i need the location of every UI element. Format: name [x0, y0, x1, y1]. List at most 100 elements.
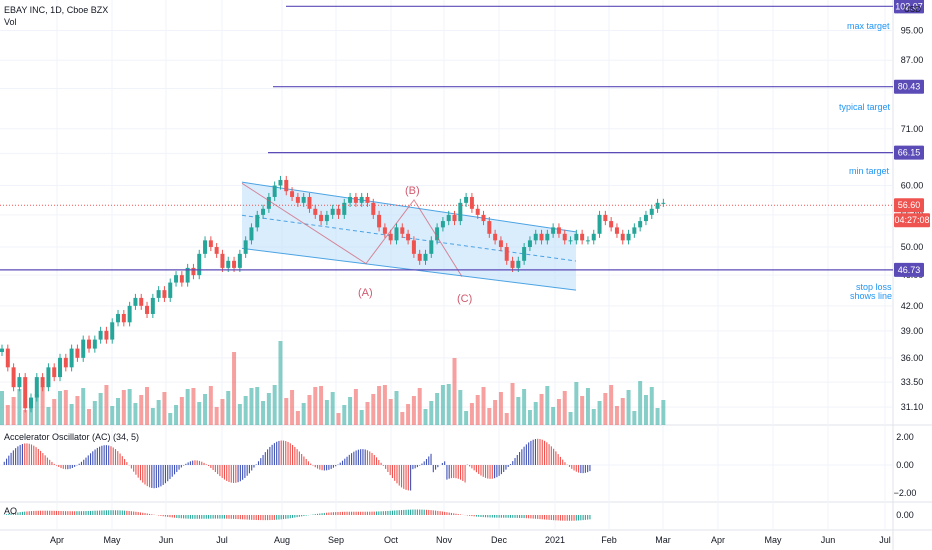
volume-bar	[510, 383, 515, 425]
candle-body	[168, 282, 173, 298]
candle-body	[272, 185, 277, 197]
candle-body	[232, 260, 237, 268]
candle-body	[284, 179, 289, 192]
volume-bar	[643, 395, 648, 425]
stop-loss-text: stop loss	[856, 282, 892, 292]
candle-body	[527, 240, 532, 248]
volume-bar	[371, 394, 376, 425]
time-axis-label: Apr	[50, 535, 64, 545]
volume-bar	[568, 412, 573, 425]
volume-bar	[23, 410, 28, 425]
max-target-tag	[894, 0, 924, 14]
volume-bar	[556, 399, 561, 425]
price-axis-tick: 31.10	[901, 402, 924, 412]
candle-body	[92, 339, 97, 349]
typical-target-tag	[894, 79, 924, 94]
candle-body	[197, 253, 202, 276]
volume-bar	[324, 400, 329, 425]
candle-body	[638, 221, 643, 228]
wave-b-label: (B)	[405, 185, 420, 197]
volume-bar	[464, 411, 469, 425]
volume-bar	[516, 397, 521, 425]
volume-bar	[243, 396, 248, 425]
time-axis-label: Jun	[159, 535, 174, 545]
candle-body	[0, 348, 4, 352]
candle-body	[487, 221, 492, 234]
volume-bar	[388, 399, 393, 425]
candle-body	[655, 202, 660, 209]
stop-loss-tag	[894, 262, 924, 277]
volume-bar	[382, 385, 387, 425]
candle-body	[191, 267, 196, 276]
volume-bar	[591, 409, 596, 425]
candle-body	[603, 214, 608, 222]
candle-body	[145, 305, 150, 314]
candle-body	[353, 196, 358, 203]
candle-body	[266, 196, 271, 209]
volume-bar	[475, 395, 480, 425]
volume-bar	[272, 385, 277, 425]
candle-body	[295, 196, 300, 203]
volume-bar	[226, 391, 231, 425]
candle-body	[371, 202, 376, 215]
volume-bar	[429, 401, 434, 425]
volume-bar	[98, 393, 103, 425]
volume-bar	[620, 398, 625, 425]
volume-bar	[29, 402, 34, 425]
volume-bar	[69, 404, 74, 425]
volume-bar	[174, 405, 179, 425]
volume-bar	[551, 407, 556, 425]
candle-body	[342, 202, 347, 215]
volume-bar	[133, 403, 138, 425]
candle-body	[69, 348, 74, 368]
candle-body	[504, 247, 509, 261]
volume-bar	[232, 352, 237, 425]
ac-axis-tick: −2.00	[894, 488, 917, 498]
volume-bar	[63, 390, 68, 425]
volume-bar	[440, 385, 445, 425]
candle-body	[301, 196, 306, 203]
candle-body	[435, 227, 440, 241]
volume-bar	[139, 395, 144, 425]
volume-bar	[609, 385, 614, 425]
price-axis-tick: 60.00	[901, 181, 924, 191]
volume-bar	[150, 408, 155, 425]
candle-body	[585, 240, 590, 242]
candle-body	[580, 233, 585, 241]
wave-a-label: (A)	[358, 287, 373, 299]
volume-bar	[92, 401, 97, 425]
volume-bar	[162, 392, 167, 425]
countdown-tag	[894, 213, 930, 228]
price-axis-tick: 87.00	[901, 55, 924, 65]
volume-bar	[237, 404, 242, 425]
candle-body	[609, 221, 614, 228]
candle-body	[261, 208, 266, 215]
volume-bar	[649, 387, 654, 425]
candle-body	[179, 275, 184, 283]
candle-body	[110, 322, 115, 340]
time-axis-label: May	[764, 535, 782, 545]
volume-bar	[295, 411, 300, 425]
volume-bar	[301, 403, 306, 425]
volume-bar	[359, 410, 364, 425]
candle-body	[417, 253, 422, 261]
price-axis-tick: 71.00	[901, 124, 924, 134]
candle-body	[348, 196, 353, 203]
candle-body	[324, 214, 329, 222]
candle-body	[121, 313, 126, 323]
candle-body	[40, 377, 45, 388]
volume-bar	[394, 391, 399, 425]
countdown-tag-text: 04:27:08	[894, 215, 929, 225]
candle-body	[127, 305, 132, 323]
volume-bar	[423, 409, 428, 425]
ao-axis-tick: 0.00	[896, 510, 914, 520]
volume-label: Vol	[4, 17, 17, 27]
price-axis-tick: 39.00	[901, 326, 924, 336]
candle-body	[220, 253, 225, 268]
candle-body	[498, 240, 503, 248]
candle-body	[52, 367, 57, 378]
volume-bar	[539, 394, 544, 425]
min-target-text: min target	[849, 166, 890, 176]
typical-target-text: typical target	[839, 102, 891, 112]
